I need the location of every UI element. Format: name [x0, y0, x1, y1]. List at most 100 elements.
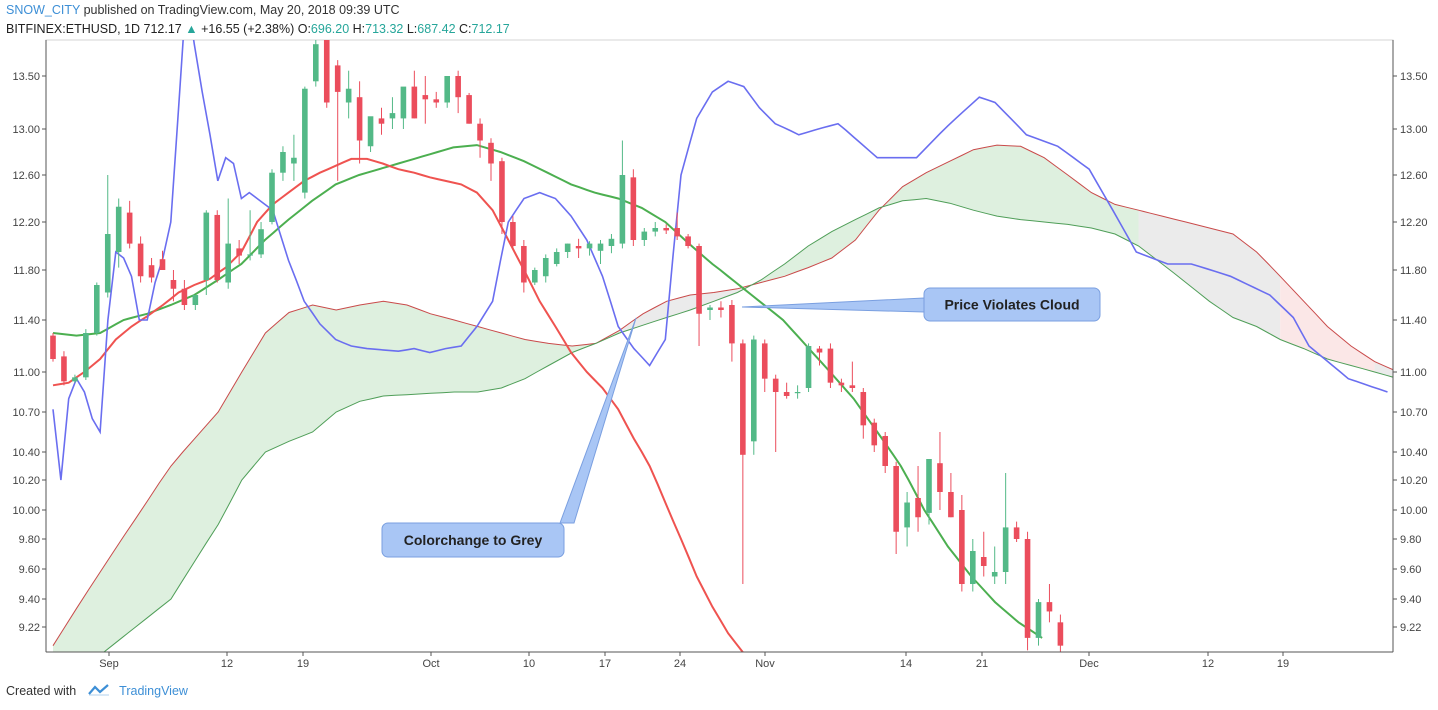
open-value: 696.20 [310, 22, 350, 36]
candle-body [838, 382, 845, 386]
candle-body [170, 280, 177, 289]
candle-body [991, 572, 998, 577]
tradingview-logo-icon[interactable] [87, 684, 110, 699]
footer: Created with TradingView [6, 684, 188, 699]
candle-body [926, 459, 932, 513]
callout-pointer [559, 317, 637, 524]
candle-body [751, 339, 757, 442]
symbol-name: BITFINEX:ETHUSD, 1D [6, 22, 141, 36]
x-tick-label: Oct [422, 658, 439, 670]
y-tick-label-left: 10.00 [12, 505, 40, 517]
high-value: 713.32 [365, 22, 404, 36]
plot-frame [45, 39, 1394, 653]
chart-axes: 13.50 13.50 13.00 13.00 12.60 12.60 12.20 12.20… [12, 40, 1428, 670]
candle-body [718, 307, 724, 310]
candle-body [761, 343, 768, 379]
candle-body [652, 228, 659, 232]
callout-box [381, 522, 565, 558]
candle-body [389, 113, 396, 119]
price-change: +16.55 (+2.38%) [201, 22, 295, 36]
annotation-callouts: Price Violates Cloud Colorchange to Grey [381, 287, 1101, 558]
candle-body [816, 348, 823, 353]
y-tick-label-right: 13.50 [1400, 71, 1428, 83]
y-tick-label-left: 9.22 [19, 622, 40, 634]
green-ma-line [52, 144, 1043, 639]
candle-body [247, 254, 253, 256]
cloud-segment [1374, 361, 1393, 378]
candle-body [367, 116, 374, 147]
y-tick-label-right: 9.80 [1400, 534, 1421, 546]
close-label: C: [459, 22, 472, 36]
y-tick-label-right: 12.20 [1400, 217, 1428, 229]
candle-body [159, 259, 166, 270]
y-tick-label-left: 11.00 [13, 367, 40, 379]
candle-body [532, 270, 538, 283]
candle-body [499, 161, 505, 222]
candle-body [794, 392, 801, 394]
candle-body [674, 228, 680, 237]
candle-body [827, 348, 834, 383]
moving-average-lines [52, 40, 1393, 652]
candle-body [619, 175, 626, 244]
candle-body [937, 463, 943, 492]
last-price: 712.17 [143, 22, 182, 36]
candle-body [400, 86, 407, 119]
tradingview-link[interactable]: TradingView [119, 684, 188, 698]
candle-body [181, 288, 188, 305]
candle-body [1024, 539, 1031, 638]
candle-body [488, 142, 494, 164]
candle-body [805, 346, 812, 388]
candle-body [115, 206, 122, 252]
candle-body [860, 392, 867, 426]
up-arrow-icon: ▲ [185, 22, 198, 36]
callout-text: Price Violates Cloud [944, 297, 1079, 313]
candle-body [302, 88, 308, 193]
candle-body [849, 385, 856, 388]
red-ma-line [52, 157, 744, 652]
candle-body [203, 212, 210, 280]
y-tick-label-right: 9.22 [1400, 622, 1421, 634]
candle-body [104, 234, 111, 293]
y-tick-label-right: 12.60 [1400, 170, 1428, 182]
candle-body [521, 246, 527, 283]
candle-body [893, 466, 899, 532]
y-tick-label-right: 9.40 [1400, 594, 1421, 606]
candle-body [192, 295, 199, 305]
cloud-span-b-line [103, 197, 1393, 652]
candle-body [685, 236, 691, 246]
cloud-segment [1138, 210, 1281, 340]
candle-body [707, 307, 713, 310]
candle-body [970, 551, 976, 584]
candle-body [269, 172, 275, 222]
y-tick-label-left: 11.40 [13, 315, 40, 327]
candle-body [1013, 527, 1020, 539]
candle-body [1002, 527, 1009, 572]
candle-body [882, 436, 888, 466]
candle-body [50, 335, 56, 359]
candle-body [477, 123, 483, 141]
cloud-span-a-line [52, 144, 1393, 646]
x-tick-label: 10 [523, 658, 535, 670]
candle-body [148, 265, 155, 278]
blue-ma-line [52, 40, 1388, 481]
callout-box [923, 287, 1101, 322]
candle-body [641, 231, 648, 240]
candle-body [313, 44, 319, 82]
candle-body [772, 378, 779, 392]
candle-body [61, 356, 67, 382]
x-tick-label: 14 [900, 658, 912, 670]
candle-body [630, 177, 637, 240]
candle-body [444, 76, 450, 103]
y-tick-label-right: 10.20 [1400, 475, 1428, 487]
publish-info: SNOW_CITY published on TradingView.com, … [6, 3, 400, 17]
author-link[interactable]: SNOW_CITY [6, 3, 81, 17]
candle-body [433, 99, 440, 103]
candle-body [597, 243, 604, 251]
candle-body [948, 492, 954, 518]
candle-body [915, 498, 921, 518]
x-tick-label: Nov [755, 658, 775, 670]
candle-body [575, 246, 582, 249]
candle-body [696, 246, 702, 314]
candle-body [466, 95, 472, 124]
